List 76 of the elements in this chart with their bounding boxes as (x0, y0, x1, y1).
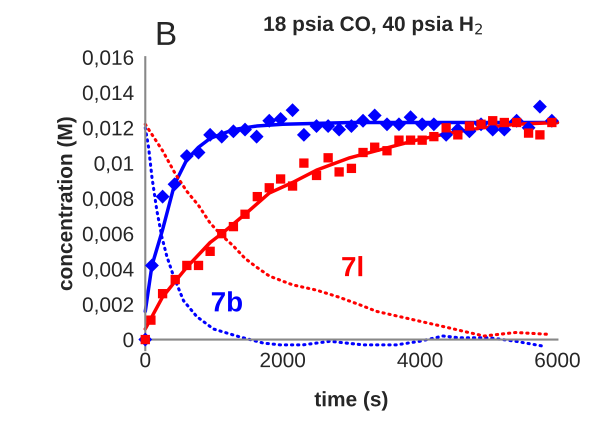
point (214, 130, 229, 144)
chart-title: 18 psia CO, 40 psia H$_{2}$ (264, 16, 482, 36)
point (276, 174, 286, 184)
point (240, 210, 250, 219)
x-tick-label: 4000 (397, 352, 442, 368)
point (382, 146, 392, 156)
point (332, 122, 346, 137)
point (217, 229, 226, 238)
point (182, 260, 192, 270)
y-tick-label: 0,01 (94, 156, 134, 174)
point (380, 117, 394, 132)
point (194, 260, 204, 270)
text: B (158, 22, 176, 45)
point (426, 117, 441, 132)
point (250, 130, 264, 144)
point (524, 128, 534, 138)
x-tick-label: 6000 (535, 352, 580, 368)
point (392, 117, 406, 132)
text: 7l (342, 256, 362, 276)
point (356, 114, 370, 128)
y-tick-label: 0,016 (82, 50, 134, 68)
point (321, 119, 336, 133)
point (158, 289, 168, 298)
point (145, 258, 159, 272)
point (286, 103, 300, 118)
point (334, 167, 344, 177)
point (429, 132, 439, 142)
point (358, 148, 368, 158)
point (535, 130, 545, 140)
point (441, 123, 451, 132)
point (156, 190, 170, 204)
point (205, 246, 215, 256)
point (310, 119, 324, 133)
point (170, 274, 180, 284)
y-tick-label: 0,012 (82, 120, 134, 138)
point (323, 153, 333, 162)
point (453, 130, 462, 140)
point (418, 135, 427, 145)
y-tick-label: 0,002 (82, 297, 134, 314)
point (370, 142, 380, 152)
point (192, 146, 206, 160)
point (228, 222, 238, 232)
point (368, 108, 382, 122)
point (346, 164, 356, 174)
point (500, 118, 509, 128)
point (415, 117, 430, 132)
point (394, 135, 404, 145)
y-axis-title: concentration (M) (57, 117, 76, 290)
point (406, 135, 416, 145)
point (488, 116, 498, 126)
x-axis-title: time (s) (314, 391, 388, 411)
point (404, 110, 418, 124)
y-tick-label: 0,006 (82, 226, 134, 244)
y-tick-label: 0,004 (82, 262, 134, 280)
point (168, 177, 182, 192)
point (288, 181, 298, 191)
point (464, 121, 474, 131)
point (226, 124, 240, 138)
text: 7b (212, 291, 242, 312)
point (180, 149, 194, 163)
x-tick-label: 0 (140, 352, 150, 368)
point (238, 122, 252, 137)
point (146, 315, 156, 325)
point (262, 114, 276, 128)
point (344, 119, 358, 133)
x-tick-label: 2000 (260, 352, 306, 368)
point (252, 192, 262, 202)
point (532, 100, 547, 114)
point (203, 128, 218, 142)
point (312, 170, 322, 180)
y-tick-label: 0 (123, 332, 134, 348)
y-tick-label: 0,014 (82, 86, 134, 103)
point (299, 158, 309, 168)
y-tick-label: 0,008 (82, 191, 134, 209)
point (296, 128, 311, 142)
point (264, 183, 274, 192)
